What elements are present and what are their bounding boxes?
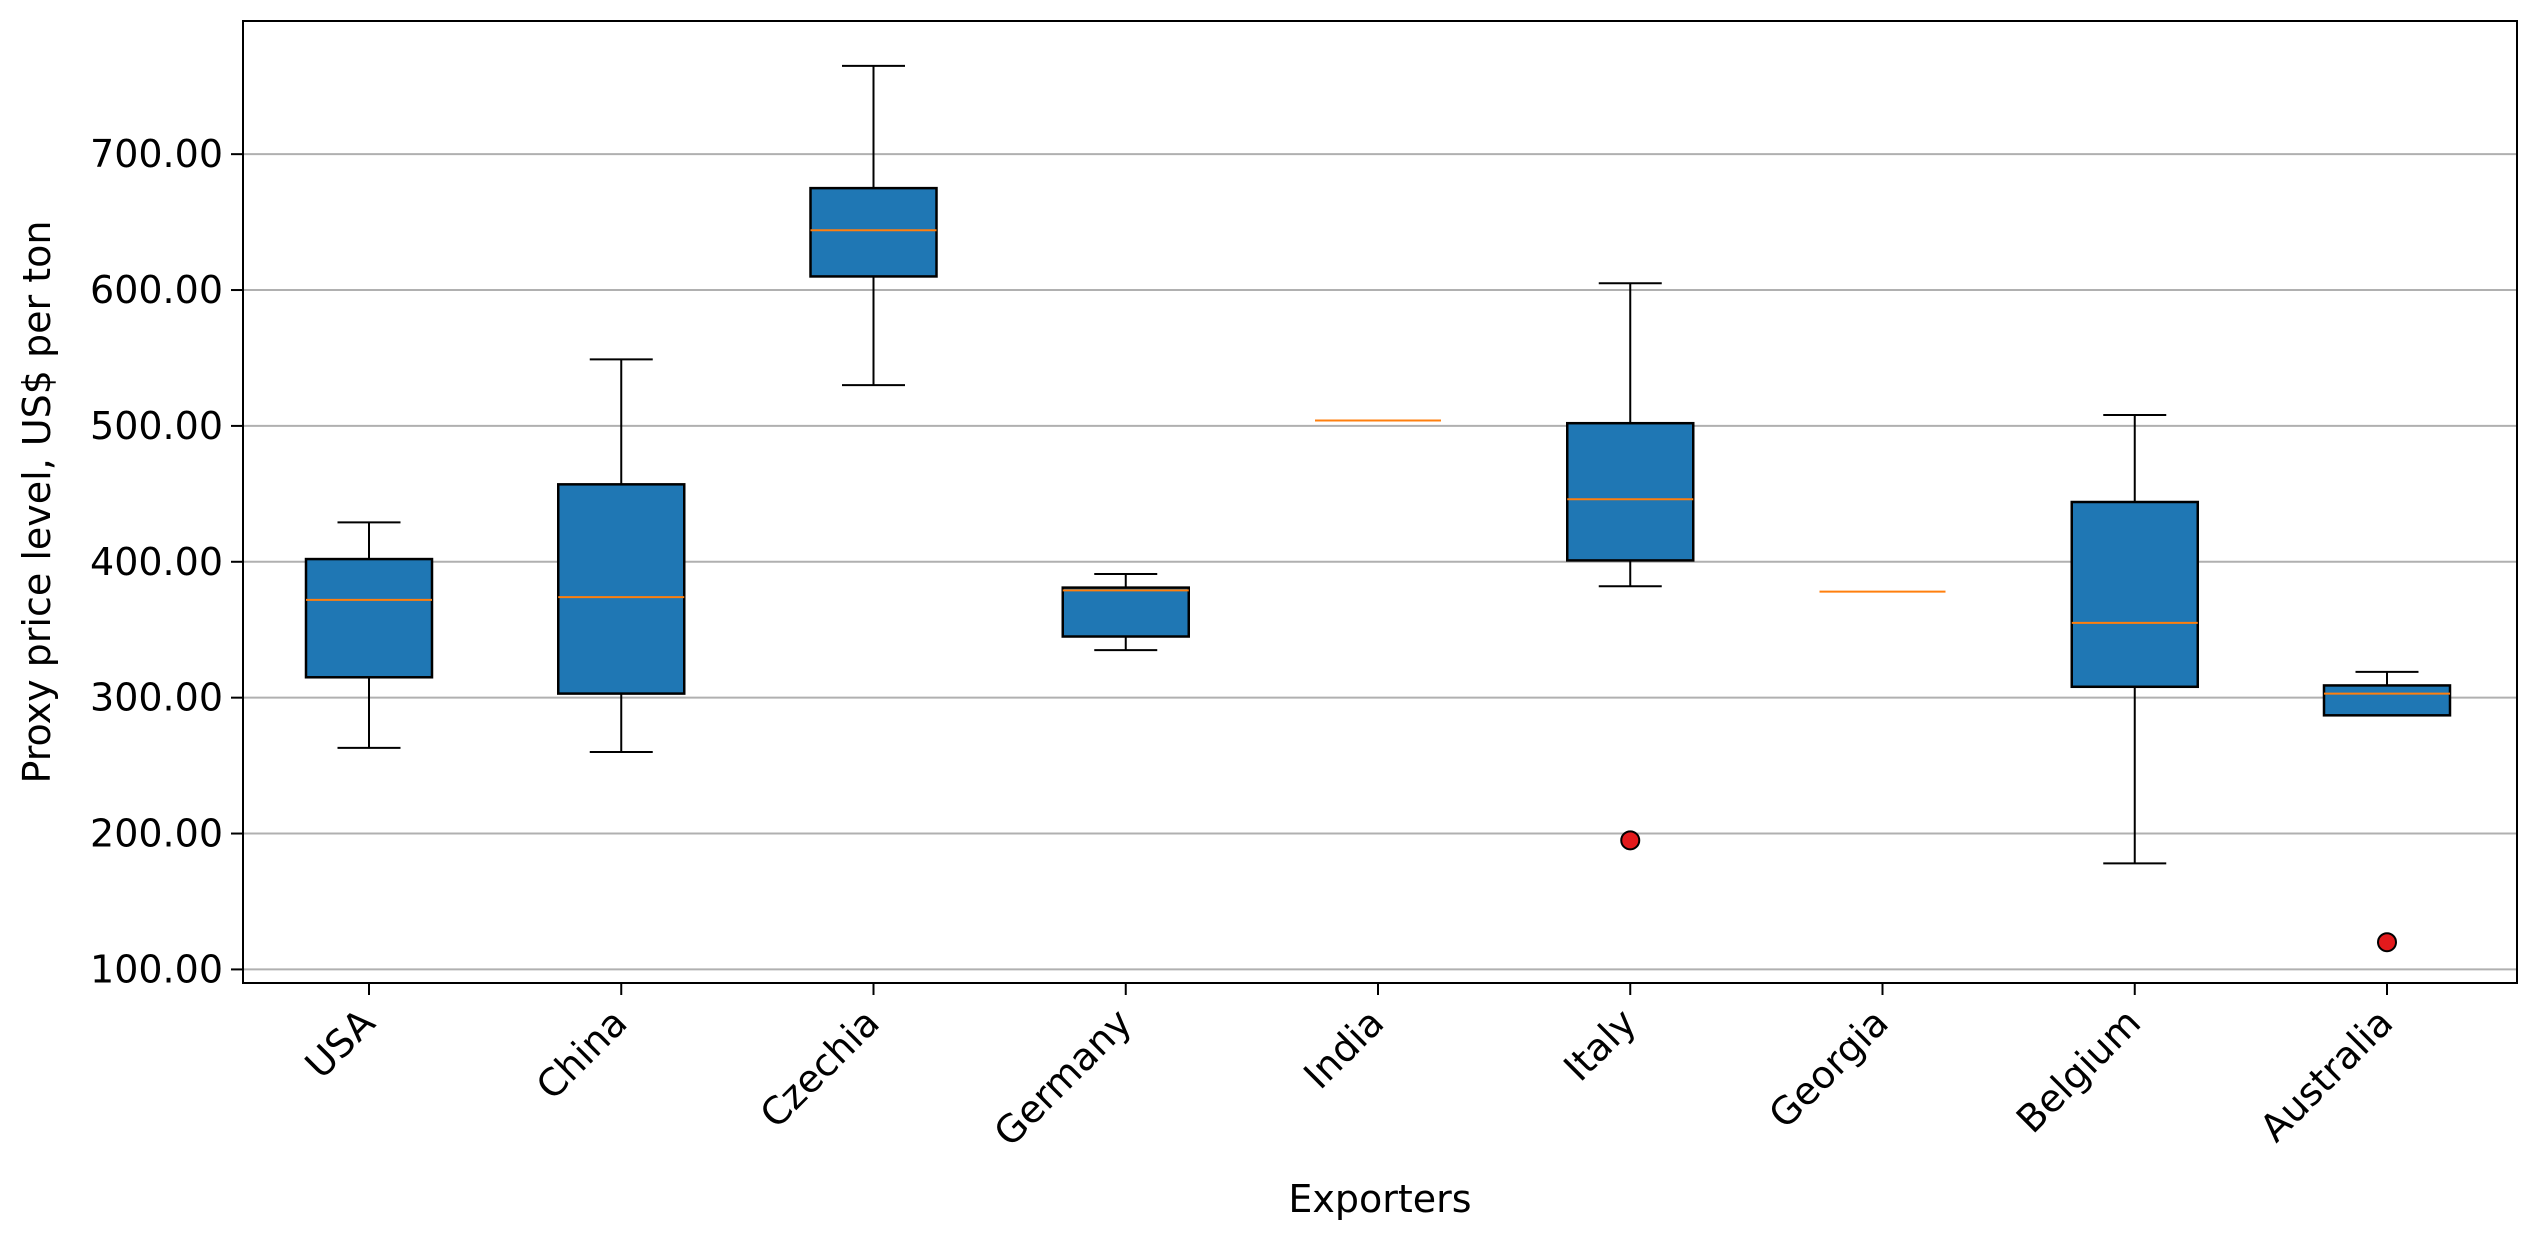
y-tick-label: 200.00 (90, 812, 223, 856)
x-tick-label: China (528, 1000, 636, 1108)
y-axis-label: Proxy price level, US$ per ton (15, 221, 59, 784)
x-tick-label: Germany (986, 1000, 1141, 1155)
x-tick-label: Georgia (1760, 1000, 1896, 1136)
box-group-belgium (2070, 414, 2199, 865)
box-group-china (557, 358, 686, 754)
iqr-box (304, 557, 434, 679)
y-tick-label: 300.00 (90, 676, 223, 720)
box-group-italy (1566, 282, 1695, 851)
box-group-australia (2322, 670, 2452, 953)
box-group-germany (1061, 573, 1190, 652)
y-tick-label: 400.00 (90, 540, 223, 584)
box-group-usa (304, 521, 434, 749)
y-tick-label: 500.00 (90, 404, 223, 448)
x-tick-label: Australia (2251, 1000, 2401, 1150)
y-tick-label: 100.00 (90, 947, 223, 991)
plot-frame (242, 20, 2518, 984)
outlier-point (1620, 830, 1641, 851)
y-tick-label: 700.00 (90, 132, 223, 176)
x-axis-label: Exporters (1288, 1177, 1471, 1221)
box-group-czechia (809, 64, 938, 387)
y-tick-label: 600.00 (90, 268, 223, 312)
box-layer (304, 64, 2452, 953)
x-tick-label: Italy (1555, 1000, 1644, 1089)
iqr-box (1566, 421, 1695, 562)
x-tick-label: India (1295, 1000, 1392, 1097)
iqr-box (1061, 586, 1190, 638)
axis-layer: 100.00 200.00 300.00 400.00 500.00 600.00 700.… (90, 132, 2401, 1155)
x-tick-label: Belgium (2008, 1000, 2149, 1141)
outlier-point (2377, 932, 2397, 953)
iqr-box (557, 483, 686, 695)
iqr-box (2322, 684, 2452, 717)
x-tick-label: Czechia (752, 1000, 888, 1136)
iqr-box (2070, 500, 2199, 689)
iqr-box (809, 186, 938, 278)
x-tick-label: USA (297, 1000, 384, 1087)
